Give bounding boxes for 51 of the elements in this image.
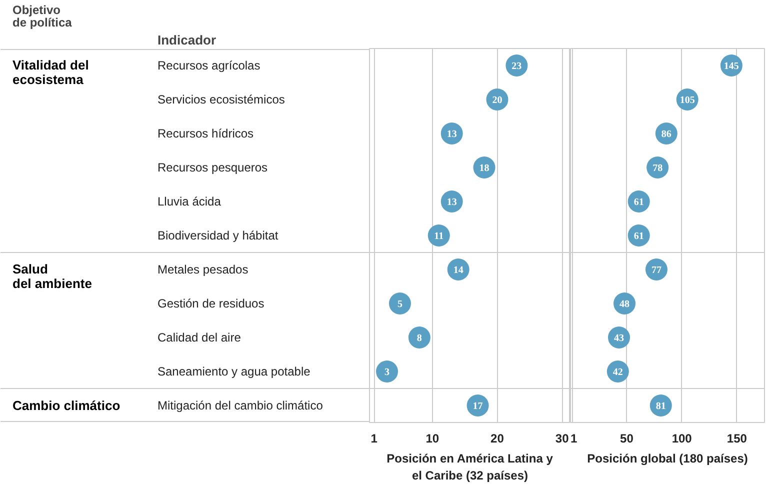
- y-tick-label: Recursos agrícolas: [158, 58, 260, 72]
- text: Objetivo de política: [12, 2, 72, 30]
- x-tick-label: 150: [726, 432, 748, 446]
- data-label: 20: [492, 95, 502, 106]
- y-tick-label: Gestión de residuos: [158, 296, 264, 310]
- data-label: 11: [434, 231, 444, 242]
- data-label: 61: [634, 197, 644, 208]
- data-label: 14: [453, 265, 464, 276]
- data-label: 23: [512, 61, 522, 72]
- data-label: 42: [612, 367, 623, 378]
- data-label: 78: [652, 163, 663, 174]
- x-tick-label: 30: [555, 432, 570, 446]
- data-label: 61: [634, 231, 644, 242]
- x-tick-label: 50: [620, 432, 634, 446]
- x-tick-label: 100: [672, 432, 692, 446]
- point: [376, 360, 398, 382]
- x-axis-title: Posición en América Latina y el Caribe (32 países): [386, 452, 554, 482]
- y-tick-label: Recursos pesqueros: [158, 160, 268, 174]
- data-label: 3: [384, 367, 390, 378]
- x-tick-label: 20: [490, 432, 504, 446]
- data-label: 105: [680, 95, 695, 106]
- text: Cambio climático: [12, 398, 120, 413]
- data-label: 13: [446, 197, 457, 208]
- point: [388, 292, 411, 314]
- y-tick-label: Lluvia ácida: [158, 194, 222, 208]
- point: [408, 326, 430, 348]
- data-label: 5: [397, 299, 402, 310]
- data-label: 86: [661, 129, 672, 140]
- data-label: 13: [446, 129, 457, 140]
- y-tick-label: Saneamiento y agua potable: [158, 364, 311, 378]
- y-tick-label: Biodiversidad y hábitat: [158, 228, 279, 242]
- y-tick-label: Mitigación del cambio climático: [158, 398, 324, 412]
- data-label: 17: [472, 401, 483, 412]
- y-axis-title: Indicador: [158, 32, 216, 48]
- data-label: 43: [614, 333, 624, 344]
- data-label: 81: [656, 401, 666, 412]
- data-label: 48: [620, 299, 630, 310]
- y-tick-label: Servicios ecosistémicos: [158, 92, 285, 106]
- y-tick-label: Recursos hídricos: [158, 126, 254, 140]
- data-label: 77: [651, 265, 662, 276]
- data-label: 18: [479, 163, 490, 174]
- x-tick-label: 1: [570, 432, 578, 446]
- x-axis-title: Posición global (180 países): [587, 452, 748, 466]
- x-tick-label: 10: [426, 432, 440, 446]
- x-tick-label: 1: [370, 432, 378, 446]
- y-tick-label: Metales pesados: [158, 262, 248, 276]
- y-tick-label: Calidad del aire: [158, 330, 242, 344]
- text: Salud del ambiente: [12, 262, 92, 291]
- data-label: 145: [724, 61, 739, 72]
- text: Vitalidad del ecosistema: [12, 58, 89, 87]
- data-label: 8: [416, 333, 422, 344]
